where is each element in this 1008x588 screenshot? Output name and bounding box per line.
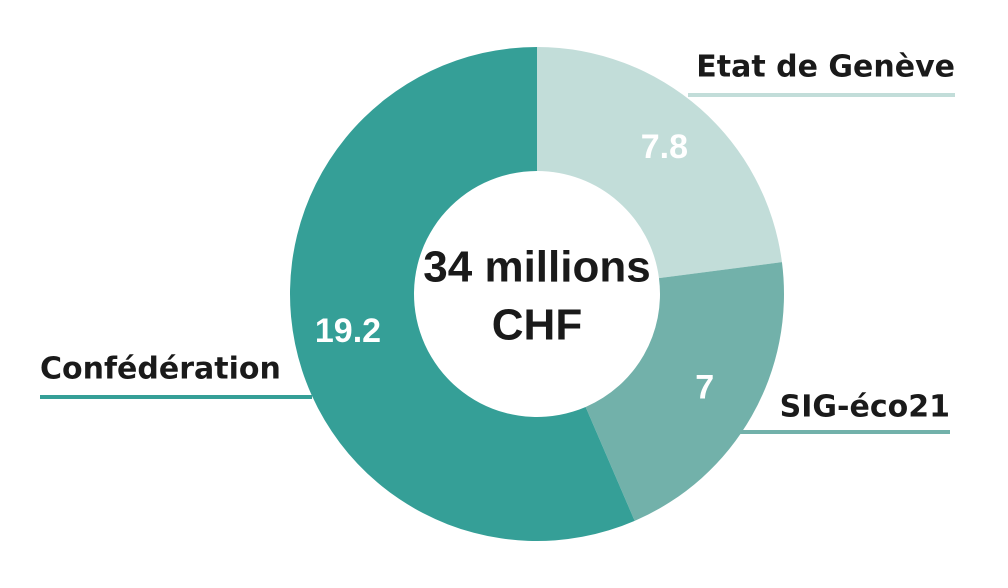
donut-slice	[585, 262, 784, 521]
category-label: Etat de Genève	[696, 50, 955, 85]
category-label: Confédération	[40, 352, 281, 387]
category-label: SIG-éco21	[780, 390, 950, 425]
value-label: 7	[695, 368, 714, 406]
donut-slice	[537, 47, 782, 279]
center-label: CHF	[492, 301, 582, 350]
value-label: 7.8	[641, 128, 688, 166]
donut-slice	[289, 47, 635, 541]
center-label: 34 millions	[423, 243, 650, 292]
value-label: 19.2	[315, 312, 381, 350]
